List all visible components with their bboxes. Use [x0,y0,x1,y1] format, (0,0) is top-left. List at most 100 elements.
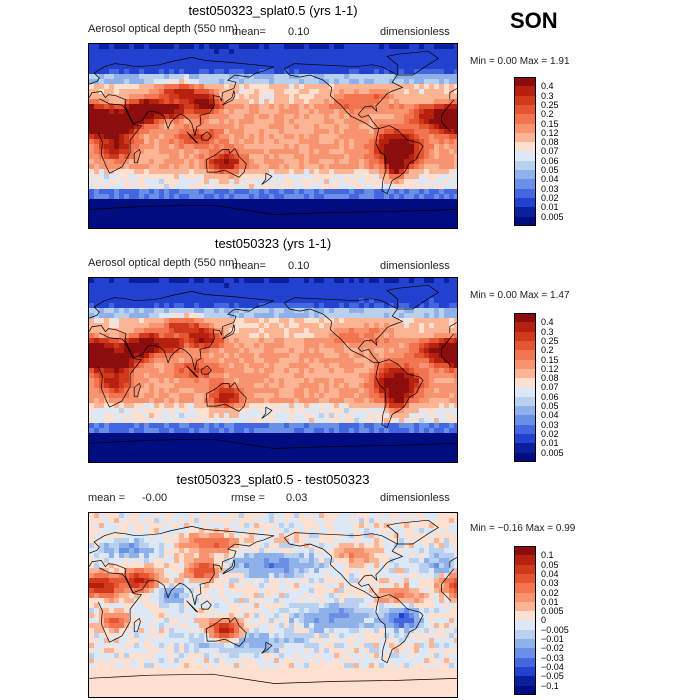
colorbar-swatch [514,452,536,463]
colorbar-tick-label: 0.08 [541,373,559,384]
colorbar-tick-label: 0.04 [541,568,559,579]
colorbar-tick-label: 0.4 [541,317,554,328]
colorbar-tick-label: −0.03 [541,652,564,663]
colorbar-swatch [514,629,536,640]
panel-1-mean-label: mean= [232,26,266,38]
colorbar-swatch [514,639,536,649]
colorbar-tick-label: 0.05 [541,165,559,175]
season-label: SON [510,8,558,33]
colorbar-tick-label: 0.06 [541,155,559,166]
colorbar-tick-label: 0.07 [541,146,559,157]
colorbar-swatch [514,378,536,388]
colorbar-tick-label: 0.3 [541,326,554,337]
colorbar-swatch [514,132,536,143]
colorbar-tick-label: −0.01 [541,634,564,644]
colorbar-tick-label: 0.25 [541,335,559,346]
colorbar-tick-label: −0.1 [541,680,559,691]
panel-3-map [88,512,458,698]
map-field [89,278,457,462]
colorbar-swatch [514,415,536,426]
colorbar-tick-label: 0.01 [541,202,559,213]
colorbar-tick-label: 0 [541,615,547,626]
colorbar-swatch [514,313,536,323]
coastlines [89,50,457,215]
colorbar-tick-label: 0.15 [541,118,559,129]
panel-2-units: dimensionless [380,260,450,272]
colorbar-swatch [514,592,536,603]
colorbar-swatch [514,611,536,621]
colorbar-swatch [514,685,536,696]
colorbar-tick-label: 0.05 [541,401,559,411]
map-field [89,44,457,228]
colorbar-swatch [514,657,536,668]
panel-2-map-svg [89,278,457,462]
panel-1-field: Aerosol optical depth (550 nm) [88,23,238,35]
panel-2-field: Aerosol optical depth (550 nm) [88,257,238,269]
colorbar-tick-label: 0.005 [541,447,564,458]
panel-1-map [88,43,458,229]
colorbar-tick-label: 0.04 [541,410,559,421]
colorbar-swatch [514,151,536,162]
colorbar-swatch [514,555,536,566]
colorbar-tick-label: 0.12 [541,127,559,138]
colorbar-tick-label: 0.4 [541,81,554,92]
colorbar-swatch [514,95,536,106]
colorbar-swatch [514,142,536,152]
panel-1-units: dimensionless [380,26,450,38]
colorbar-frame [514,313,536,462]
colorbar-tick-label: 0.005 [541,606,564,617]
colorbar-tick-label: 0.12 [541,363,559,374]
colorbar-swatch [514,396,536,407]
colorbar-frame [514,77,536,226]
colorbar-swatch [514,114,536,124]
colorbar-swatch [514,216,536,227]
colorbar-swatch [514,387,536,398]
colorbar-tick-label: −0.04 [541,661,564,672]
colorbar-swatch [514,104,536,115]
panel-2-mean-value: 0.10 [288,260,310,272]
colorbar-tick-label: 0.08 [541,137,559,148]
colorbar-swatch [514,350,536,360]
colorbar-swatch [514,197,536,208]
colorbar-swatch [514,188,536,199]
panel-3-units: dimensionless [380,492,450,504]
colorbar-tick-label: 0.25 [541,99,559,110]
colorbar-tick-label: 0.01 [541,438,559,449]
colorbar-swatch [514,160,536,171]
colorbar-tick-label: −0.05 [541,671,564,682]
colorbar-swatch [514,86,536,97]
colorbar-swatch [514,123,536,134]
colorbar-tick-label: 0.15 [541,354,559,365]
panel-3-mean-value: -0.00 [142,492,168,504]
panel-1-mean-value: 0.10 [288,26,310,38]
colorbar-tick-label: 0.02 [541,587,559,598]
panel-1-range: Min = 0.00 Max = 1.91 [470,56,570,67]
colorbar-swatch [514,179,536,190]
coastlines [89,519,457,684]
panel-2-title: test050323 (yrs 1-1) [214,236,332,251]
colorbar-swatch [514,583,536,593]
colorbar-tick-label: 0.2 [541,345,554,356]
colorbar-swatch [514,170,536,180]
panel-3-mean-label: mean = [88,492,125,504]
colorbar-tick-label: 0.05 [541,559,559,570]
panel-1-map-svg [89,44,457,228]
panel-2-map [88,277,458,463]
colorbar-tick-label: 0.03 [541,183,559,194]
colorbar-tick-label: 0.03 [541,578,559,589]
map-field [89,513,457,697]
colorbar-tick-label: 0.04 [541,174,559,185]
panel-3-range: Min = −0.16 Max = 0.99 [470,523,576,534]
colorbar-swatch [514,443,536,453]
colorbar-swatch [514,359,536,370]
colorbar-swatch [514,676,536,686]
colorbar-tick-label: 0.2 [541,109,554,120]
colorbar-swatch [514,433,536,444]
colorbar-frame [514,546,536,695]
colorbar-tick-label: 0.02 [541,428,559,439]
colorbar-swatch [514,207,536,217]
colorbar-tick-label: 0.1 [541,550,554,561]
panel-3-rmse-label: rmse = [231,492,265,504]
colorbar-swatch [514,424,536,435]
colorbar-swatch [514,564,536,575]
